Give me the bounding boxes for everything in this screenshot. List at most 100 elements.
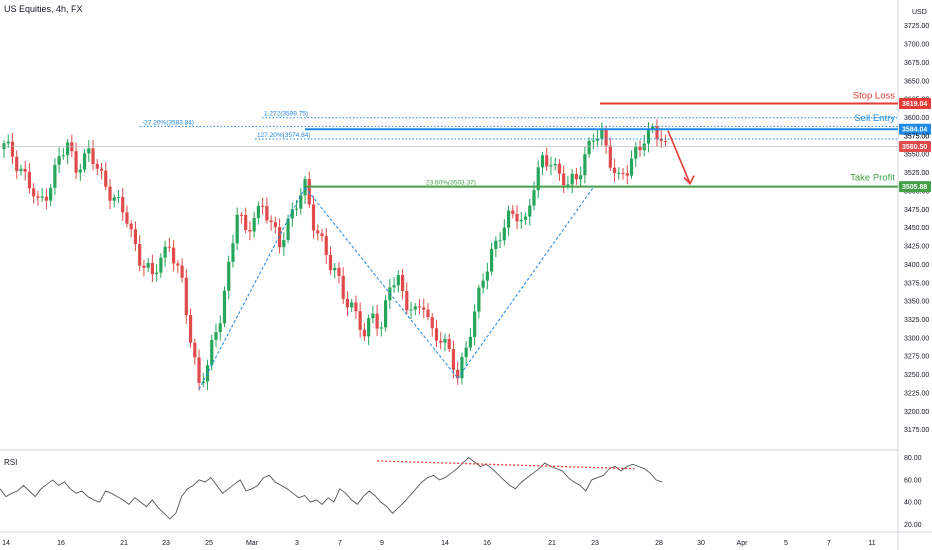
candle-body [91, 148, 95, 164]
price-tick-label: 3725.00 [904, 23, 929, 30]
candle-body [494, 240, 498, 249]
time-tick-label: 9 [380, 540, 384, 547]
fib-12720-label: 127.20%(3574.84) [257, 132, 311, 139]
candle-body [235, 214, 239, 244]
candle-body [23, 168, 27, 172]
candle-body [328, 254, 333, 271]
candle-body [116, 196, 121, 198]
candle-body [150, 262, 154, 275]
candle-body [324, 236, 328, 255]
candle-body [464, 347, 468, 357]
candle-body [587, 140, 591, 155]
candle-body [362, 329, 366, 337]
sell-entry-price-tag: 3584.04 [902, 127, 927, 134]
candle-body [256, 205, 260, 218]
candle-body [333, 267, 337, 271]
rsi-divergence-line [377, 460, 635, 470]
candle-body [244, 214, 248, 231]
candle-body [430, 316, 434, 329]
price-tick-label: 3575.00 [904, 133, 929, 140]
candle-body [570, 173, 574, 185]
candle-body [222, 290, 227, 324]
fib-2360-label: 23.60%(3503.37) [426, 180, 476, 187]
take-profit-price-tag: 3505.88 [902, 184, 927, 191]
pattern-leg [304, 186, 459, 379]
sell-entry-label: Sell Entry [854, 113, 895, 124]
candle-body [261, 205, 265, 207]
price-tick-label: 3650.00 [904, 78, 929, 85]
candle-body [205, 365, 210, 382]
price-tick-label: 3400.00 [904, 262, 929, 269]
candle-body [273, 222, 277, 228]
price-axis: 3175.00 3200.00 3225.00 3250.00 3275.00 3300.… [899, 9, 931, 434]
price-tick-label: 3200.00 [904, 409, 929, 416]
candle-body [490, 248, 494, 272]
time-tick-label: Mar [246, 540, 259, 547]
candle-body [371, 313, 375, 319]
candle-body [604, 129, 608, 146]
candle-body [188, 315, 193, 343]
candle-body [375, 313, 379, 329]
candle-body [129, 223, 133, 230]
time-tick-label: 7 [338, 540, 342, 547]
candle-body [49, 187, 53, 201]
sell-entry-price-tag-bg [899, 123, 931, 135]
candle-body [290, 209, 294, 219]
candle-body [354, 302, 358, 312]
candle-body [172, 247, 176, 264]
candle-body [439, 340, 443, 343]
candle-body [583, 154, 587, 176]
candle-body [193, 342, 197, 358]
candle-body [511, 210, 515, 214]
candle-body [269, 220, 273, 223]
candle-body [608, 145, 612, 168]
candle-body [40, 196, 44, 198]
candle-body [27, 171, 32, 189]
candle-body [426, 309, 430, 317]
rsi-pane-label: RSI [4, 458, 18, 467]
candle-body [316, 230, 320, 234]
candle-body [95, 163, 99, 169]
candle-body [133, 229, 138, 244]
candle-body [159, 257, 163, 273]
candle-body [15, 156, 19, 172]
candle-body [282, 240, 286, 248]
candle-body [591, 140, 595, 142]
candle-body [201, 381, 205, 383]
chart-symbol-title: US Equities, 4h, FX [4, 4, 83, 14]
candle-body [379, 327, 383, 329]
candle-body [485, 271, 489, 281]
candle-body [341, 275, 345, 299]
price-tick-label: 3175.00 [904, 427, 929, 434]
candle-body [214, 332, 218, 340]
price-tick-label: 3425.00 [904, 244, 929, 251]
projection-arrow-head [683, 175, 695, 185]
time-tick-label: 23 [591, 540, 599, 547]
candle-body [78, 169, 82, 173]
fib-1272-label: 1.272(3599.75) [264, 111, 308, 118]
candle-body [447, 339, 451, 350]
time-tick-label: 16 [57, 540, 65, 547]
candle-body [121, 196, 125, 213]
candle-body [434, 328, 439, 341]
time-tick-label: 11 [868, 540, 875, 547]
candle-body [566, 184, 570, 186]
take-profit-label: Take Profit [850, 173, 895, 184]
candle-body [19, 168, 23, 172]
price-tick-label: 3450.00 [904, 225, 929, 232]
candle-body [278, 227, 282, 248]
candle-body [532, 190, 536, 206]
price-tick-label: 3475.00 [904, 207, 929, 214]
time-tick-label: 16 [483, 540, 491, 547]
price-tick-label: 3600.00 [904, 115, 929, 122]
candle-body [142, 265, 146, 268]
price-tick-label: 3525.00 [904, 170, 929, 177]
candle-body [146, 262, 150, 268]
rsi-tick-label: 20.00 [904, 522, 922, 529]
candle-body [400, 275, 405, 291]
candle-body [519, 219, 523, 222]
stop-loss-label: Stop Loss [853, 91, 895, 102]
rsi-tick-label: 60.00 [904, 477, 922, 484]
candle-body [74, 151, 78, 173]
